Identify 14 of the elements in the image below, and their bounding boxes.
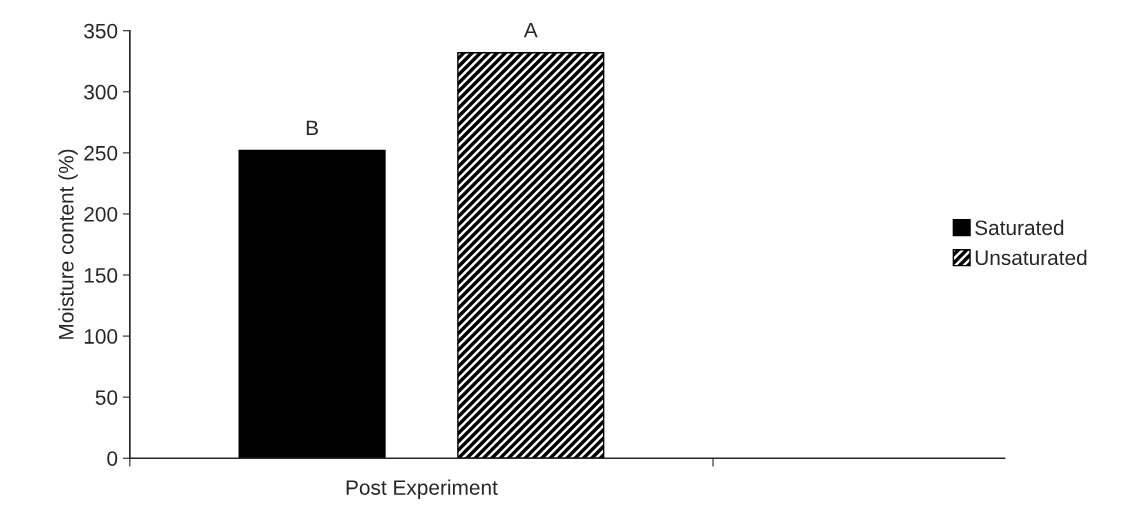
y-tick-label: 0: [107, 451, 118, 466]
legend-label: Saturated: [975, 219, 1064, 236]
y-tick-label: 100: [84, 329, 118, 344]
x-tick-label: Post Experiment: [346, 479, 498, 500]
legend-label: Unsaturated: [975, 249, 1087, 266]
annotation: A: [523, 22, 538, 38]
y-tick-label: 300: [84, 84, 118, 100]
annotation: B: [306, 120, 318, 135]
y-tick-label: 150: [84, 268, 118, 283]
y-axis-title: Moisture content (%): [58, 149, 78, 339]
y-tick-label: 250: [84, 145, 118, 161]
y-tick-label: 200: [84, 206, 118, 222]
y-tick-label: 350: [84, 23, 118, 39]
y-tick-label: 50: [95, 390, 118, 405]
